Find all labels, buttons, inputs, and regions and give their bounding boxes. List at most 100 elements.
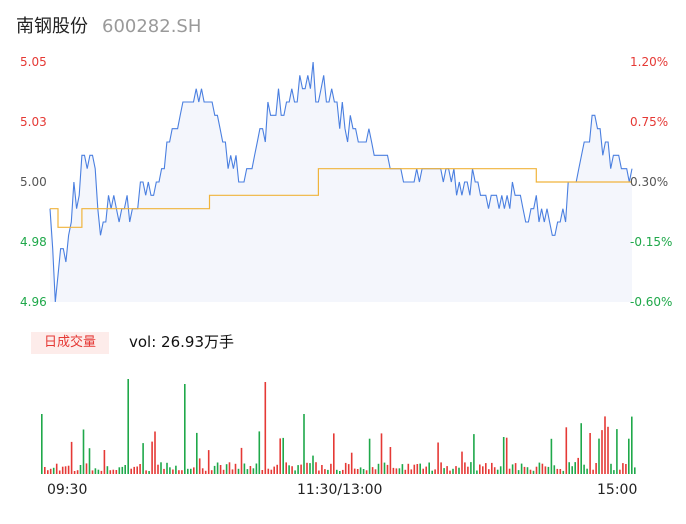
volume-bar [190, 468, 192, 474]
volume-bar [464, 462, 466, 474]
y-axis-right-label-0: 1.20% [630, 55, 669, 69]
volume-bar [580, 423, 582, 474]
volume-bar [315, 462, 317, 474]
volume-bar [142, 443, 144, 474]
volume-bar [532, 470, 535, 474]
volume-bar [184, 384, 186, 474]
volume-bar [231, 469, 234, 474]
volume-bar [601, 430, 603, 474]
volume-bar [476, 470, 478, 474]
volume-bar [41, 414, 43, 474]
volume-bar [404, 469, 407, 474]
volume-bar [383, 462, 386, 474]
volume-bar [145, 470, 147, 474]
volume-bar [339, 471, 341, 474]
volume-bar [541, 463, 544, 474]
price-line [49, 61, 633, 303]
volume-bar [154, 431, 156, 474]
volume-bar [488, 469, 490, 474]
volume-bar [139, 464, 141, 474]
volume-bar [613, 470, 615, 474]
volume-bar [631, 416, 633, 474]
volume-bar [425, 466, 427, 474]
volume-bar [529, 469, 532, 474]
volume-summary: vol: 26.93万手 [129, 333, 234, 351]
volume-bar [371, 467, 374, 474]
volume-bar [368, 438, 371, 474]
volume-bar [395, 468, 398, 474]
y-axis-left-label-3: 4.98 [20, 235, 47, 249]
y-axis-left-label-2: 5.00 [20, 175, 47, 189]
volume-bar [362, 469, 365, 474]
volume-bar [276, 464, 278, 474]
volume-bar [306, 462, 308, 474]
y-axis-right-label-4: -0.60% [630, 295, 673, 309]
volume-bar [583, 464, 585, 474]
volume-bar [178, 470, 180, 474]
volume-bar [392, 467, 395, 474]
volume-bar [249, 466, 252, 474]
volume-bar [297, 465, 299, 474]
volume-bar [505, 437, 508, 474]
volume-bar [79, 465, 82, 474]
volume-bar [458, 467, 460, 474]
volume-bar [133, 466, 135, 474]
volume-bar [115, 470, 118, 474]
volume-bar [210, 470, 213, 474]
volume-bar [163, 468, 165, 474]
volume-bar [511, 464, 514, 474]
volume-bar [493, 467, 496, 474]
volume-bar [196, 432, 198, 474]
volume-bar [574, 462, 576, 474]
volume-bar [482, 466, 484, 474]
volume-bar [431, 470, 433, 474]
volume-bar [252, 468, 255, 474]
volume-bar [193, 467, 195, 474]
volume-bar [279, 438, 281, 474]
volume-bar [270, 469, 273, 474]
volume-bar [440, 462, 442, 474]
volume-bar [386, 464, 389, 474]
volume-bar [55, 463, 58, 474]
volume-bar [234, 463, 237, 474]
price-area [50, 62, 632, 302]
volume-bar [508, 468, 511, 474]
volume-bar [422, 468, 424, 474]
volume-bar [282, 437, 284, 474]
volume-bar [201, 468, 204, 474]
volume-bar [586, 468, 588, 474]
volume-bar [103, 450, 106, 474]
volume-bar [571, 466, 573, 474]
volume-bar [237, 468, 240, 474]
x-axis-label-midday: 11:30/13:00 [297, 482, 383, 498]
volume-bar [473, 434, 475, 474]
volume-bar [407, 463, 410, 474]
volume-bar [514, 463, 517, 474]
volume-bar [610, 463, 612, 474]
volume-bar [520, 463, 523, 474]
volume-bar [333, 433, 335, 474]
volume-bar [187, 468, 189, 474]
volume-bar [568, 462, 570, 474]
y-axis-right-label-1: 0.75% [630, 115, 669, 129]
volume-bar [228, 462, 231, 474]
volume-bar [264, 382, 267, 474]
volume-bar [622, 463, 624, 474]
volume-bar [592, 469, 594, 474]
volume-bar [243, 463, 246, 474]
volume-bar [416, 464, 419, 474]
volume-bar [616, 429, 618, 474]
volume-bar [336, 469, 338, 474]
stock-name: 南钢股份 [16, 16, 88, 37]
volume-bar [88, 448, 91, 474]
volume-bar [419, 463, 421, 474]
volume-bar [455, 466, 457, 474]
volume-bar [246, 469, 249, 474]
volume-bar [172, 469, 174, 474]
volume-bar [70, 441, 73, 474]
volume-bar [401, 464, 404, 474]
volume-bar [377, 463, 380, 474]
volume-bar [556, 468, 559, 474]
volume-bar [321, 465, 323, 474]
volume-bar [64, 466, 67, 474]
